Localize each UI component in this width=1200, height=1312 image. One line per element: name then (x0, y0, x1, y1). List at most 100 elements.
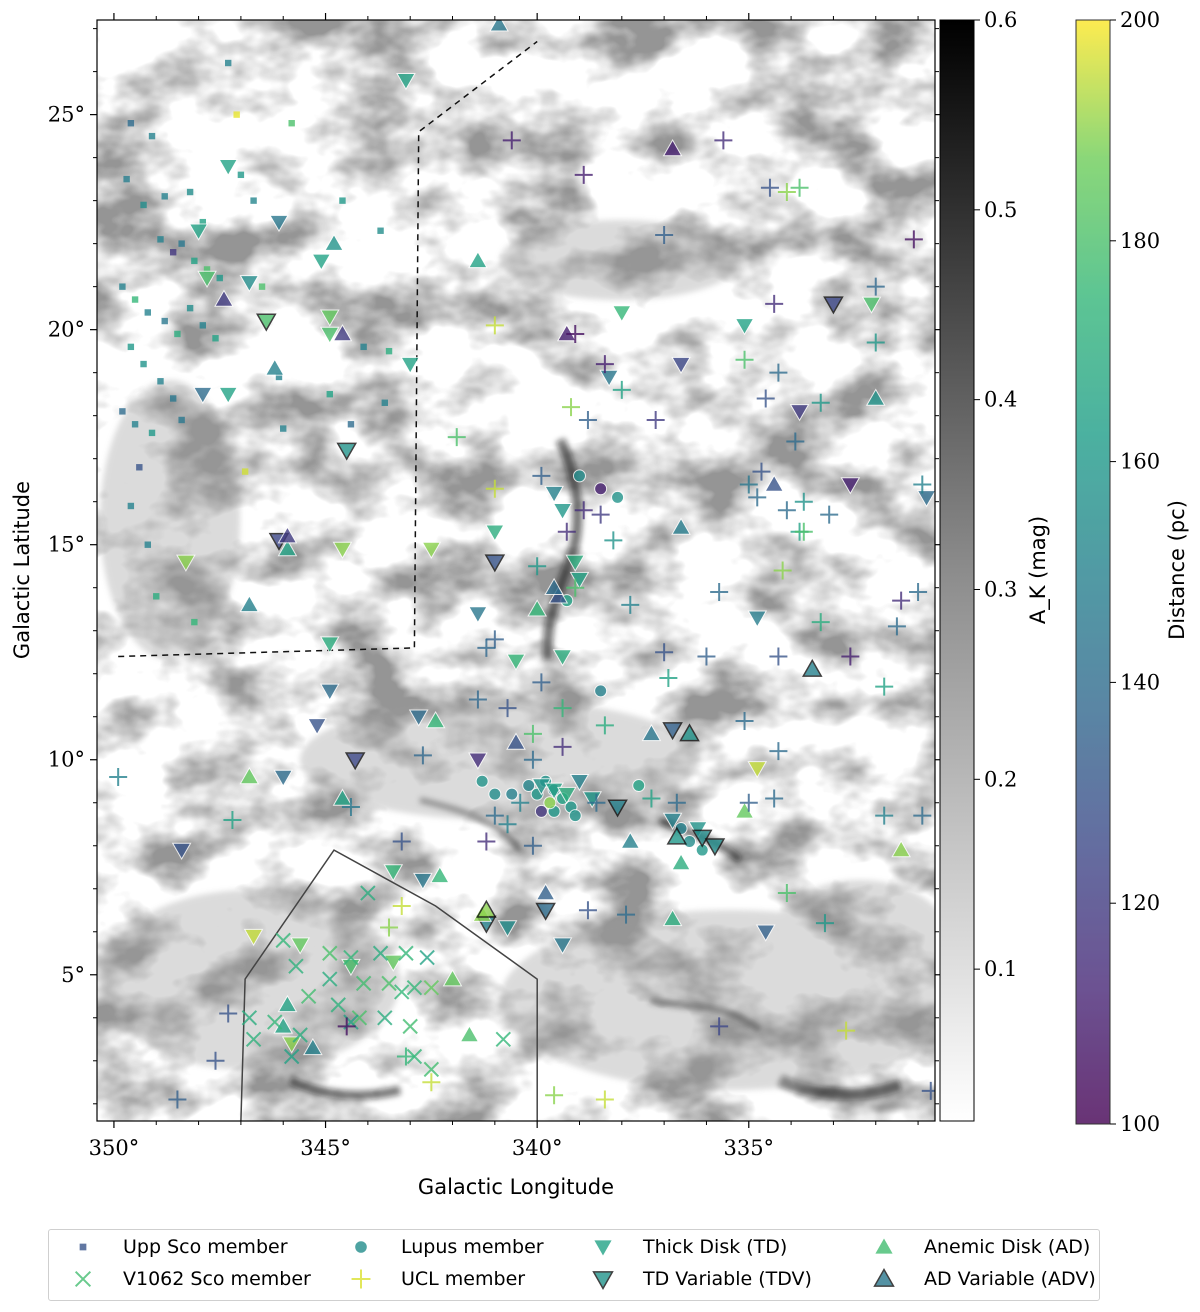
x-tick-label: 350° (89, 1136, 140, 1160)
data-point (288, 120, 295, 127)
data-point (341, 798, 360, 817)
data-point (502, 131, 521, 150)
data-point (823, 296, 844, 315)
legend-label: TD Variable (TDV) (643, 1268, 812, 1290)
data-point (811, 613, 830, 632)
ak-tick-label: 0.1 (984, 957, 1017, 981)
data-point (511, 793, 530, 812)
legend-marker-symbol (592, 1271, 614, 1290)
data-point (790, 178, 809, 197)
data-point (739, 793, 758, 812)
data-point (904, 230, 923, 249)
y-axis-label: Galactic Latitude (10, 481, 34, 659)
data-point (769, 742, 788, 761)
data-point (186, 304, 194, 312)
distance-tick-label: 160 (1120, 450, 1160, 474)
data-point (495, 1031, 512, 1047)
extinction-colorbar-ticks: 0.1 0.2 0.3 0.4 0.5 0.6 (974, 8, 1017, 981)
data-point (307, 718, 327, 736)
data-point (423, 979, 440, 996)
data-point (679, 723, 700, 742)
data-point (489, 20, 509, 32)
data-point (206, 1051, 225, 1070)
data-point (468, 690, 487, 709)
y-tick-label: 10° (48, 748, 85, 772)
data-point (485, 806, 504, 825)
data-point (355, 975, 372, 992)
data-point (522, 779, 536, 793)
data-point (396, 1047, 415, 1066)
data-point (697, 647, 716, 666)
legend-label: UCL member (401, 1268, 526, 1290)
data-point (447, 428, 466, 447)
distance-colorbar-ticks: 100 120 140 160 180 200 (1110, 8, 1160, 1136)
data-point (544, 577, 564, 595)
legend-marker (74, 1270, 92, 1288)
data-point (655, 643, 674, 662)
distance-colorbar: 100 120 140 160 180 200 Distance (pc) (1075, 8, 1189, 1136)
data-point (330, 997, 346, 1013)
series-square (119, 59, 393, 626)
data-point (875, 677, 894, 696)
data-point (841, 647, 860, 666)
data-point (264, 358, 285, 376)
x-axis: 350° 345° 340° 335° (89, 13, 919, 1160)
ak-tick-label: 0.5 (984, 198, 1017, 222)
data-point (662, 722, 683, 741)
data-point (621, 595, 640, 614)
data-point (748, 488, 767, 507)
data-point (735, 712, 754, 731)
data-point (377, 227, 384, 234)
data-point (543, 796, 557, 810)
data-point (406, 979, 423, 996)
legend-label: AD Variable (ADV) (924, 1268, 1096, 1290)
data-point (176, 554, 196, 572)
data-point (277, 538, 298, 557)
data-point (887, 617, 906, 636)
data-point (161, 317, 168, 325)
data-point (322, 971, 338, 987)
data-point (192, 386, 213, 405)
data-point (578, 901, 597, 920)
x-axis-label: Galactic Longitude (418, 1175, 614, 1199)
legend-item: AD Variable (ADV) (864, 1266, 1096, 1292)
data-point (442, 969, 463, 987)
series-plus (109, 131, 935, 1109)
data-point (429, 865, 450, 884)
data-point (144, 309, 151, 316)
data-point (290, 937, 311, 955)
data-point (552, 503, 573, 521)
data-point (747, 610, 768, 628)
legend-item: V1062 Sco member (63, 1266, 311, 1292)
legend-item: Lupus member (341, 1234, 544, 1260)
distance-tick-label: 120 (1120, 891, 1160, 915)
data-point (566, 578, 585, 597)
data-point (243, 928, 264, 947)
data-point (383, 954, 404, 972)
ak-tick-label: 0.2 (984, 767, 1017, 791)
data-point (186, 188, 194, 196)
data-point (662, 812, 683, 830)
data-point (311, 253, 332, 271)
distance-tick-label: 100 (1120, 1112, 1160, 1136)
data-point (553, 737, 572, 756)
data-point (419, 949, 435, 966)
data-point (347, 421, 355, 428)
legend-label: Thick Disk (TD) (643, 1236, 788, 1258)
distance-tick-label: 140 (1120, 670, 1160, 694)
data-point (300, 988, 317, 1004)
data-point (250, 197, 257, 204)
data-point (710, 1017, 729, 1036)
y-axis: 5° 10° 15° 20° 25° (48, 28, 942, 1105)
data-point (344, 752, 366, 771)
legend-item: Upp Sco member (63, 1234, 288, 1260)
data-point (565, 554, 586, 572)
data-point (777, 183, 796, 202)
data-point (801, 658, 823, 677)
data-point (811, 393, 830, 412)
data-point (468, 250, 488, 269)
y-tick-label: 5° (61, 963, 85, 987)
data-point (119, 283, 126, 290)
data-point (820, 505, 839, 524)
